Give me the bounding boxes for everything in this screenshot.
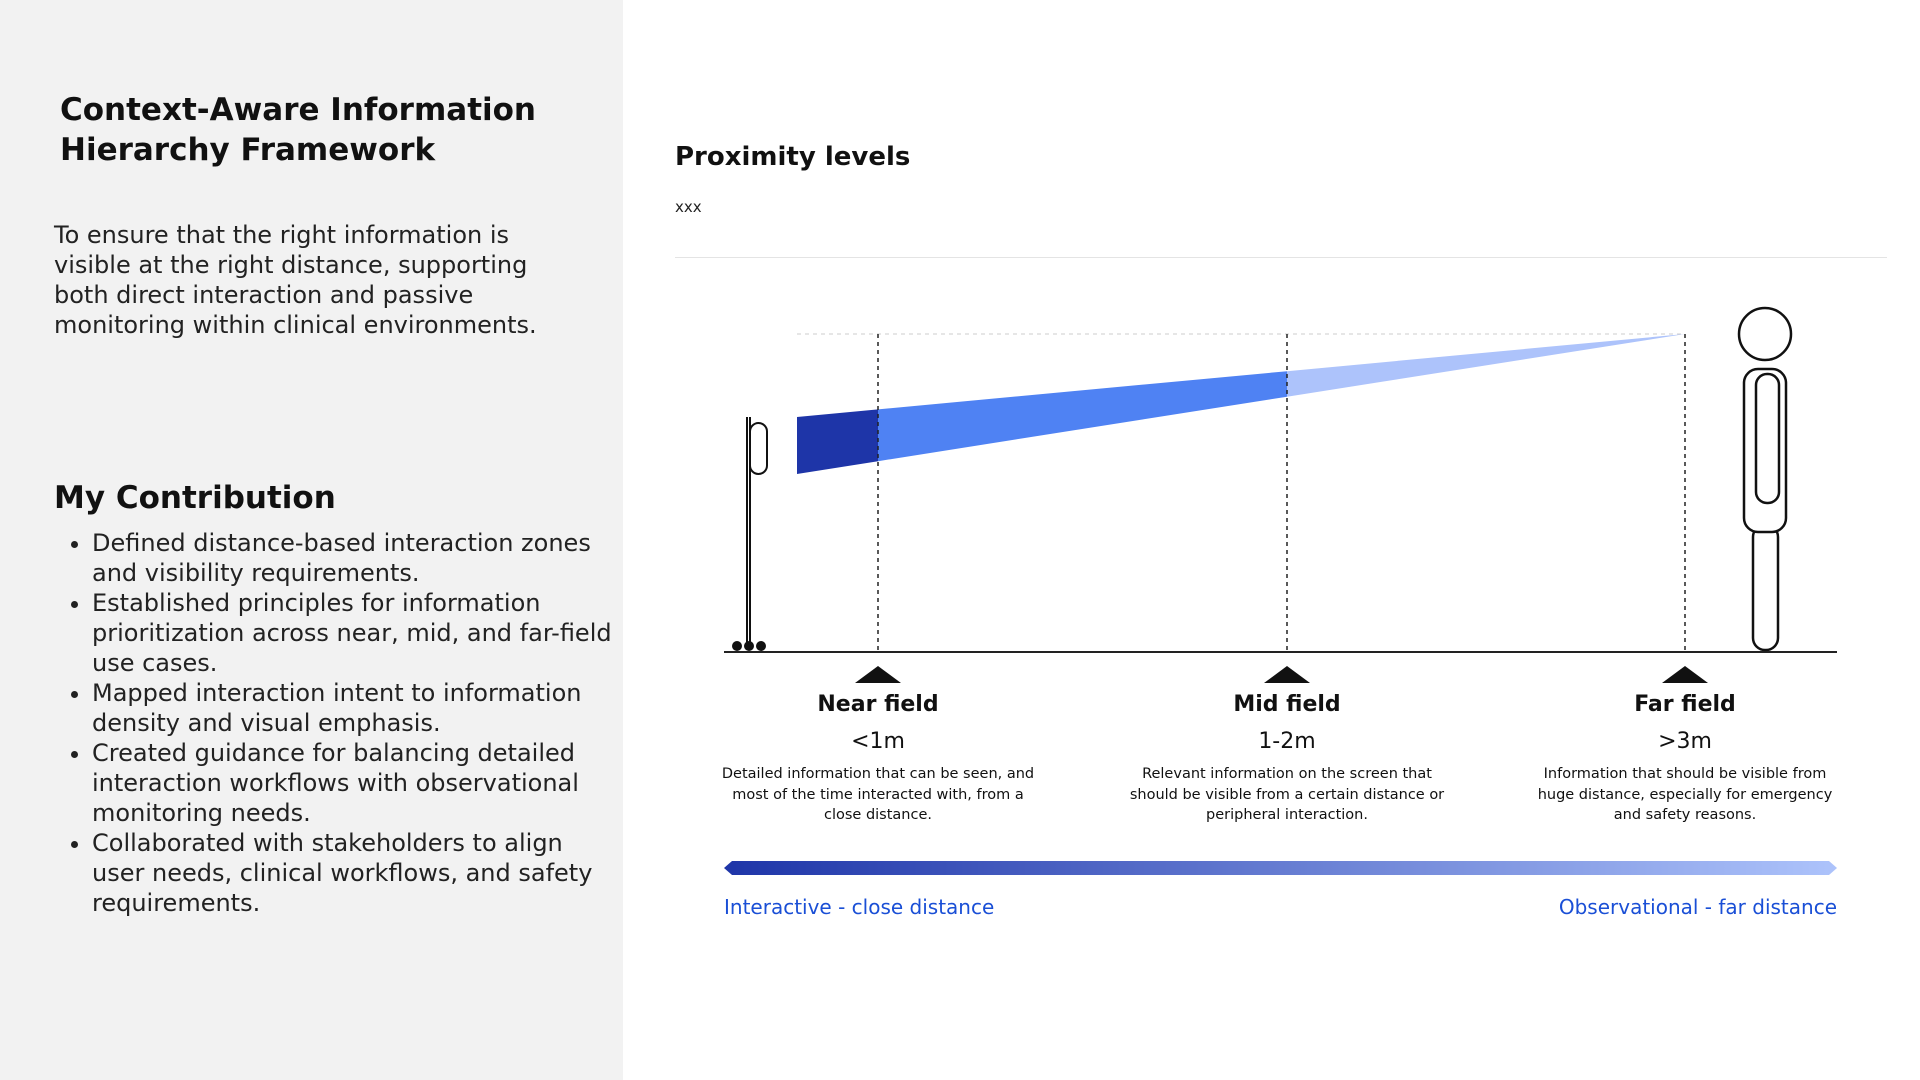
- zone-label: Mid field: [1233, 692, 1341, 717]
- zone-distance: <1m: [851, 729, 905, 754]
- zone: Far field >3m Information that should be v…: [1525, 692, 1845, 826]
- beam-mid: [878, 371, 1287, 462]
- zone-lines: [877, 334, 1686, 652]
- stand-wheels: [732, 641, 766, 651]
- sidebar: Context-Aware Information Hierarchy Fram…: [0, 0, 623, 1080]
- scale-left: Interactive - close distance: [724, 895, 995, 919]
- monitor-stand: [746, 417, 768, 642]
- zone-distance: >3m: [1658, 729, 1712, 754]
- contribution-item: Established principles for information p…: [92, 588, 612, 678]
- contribution-item: Collaborated with stakeholders to align …: [92, 828, 612, 918]
- zone-label: Far field: [1634, 692, 1736, 717]
- zone-description: Relevant information on the screen that …: [1129, 766, 1445, 823]
- scale-right: Observational - far distance: [1558, 895, 1837, 919]
- zone: Mid field 1-2m Relevant information on the…: [1127, 692, 1447, 826]
- title: Context-Aware Information Hierarchy Fram…: [60, 92, 537, 168]
- contribution-item: Created guidance for balancing detailed …: [92, 738, 612, 828]
- beam-near: [797, 409, 878, 474]
- divider: [675, 257, 1887, 258]
- diagram-subtitle: xxx: [675, 198, 702, 216]
- person: [1737, 306, 1793, 652]
- zone-description: Information that should be visible from …: [1537, 766, 1833, 823]
- zone: Near field <1m Detailed information that c…: [718, 692, 1038, 826]
- diagram-title: Proximity levels: [675, 142, 911, 172]
- zone-markers: [855, 666, 1708, 683]
- zone-description: Detailed information that can be seen, a…: [721, 766, 1035, 823]
- contribution-item: Mapped interaction intent to information…: [92, 678, 612, 738]
- beam-far: [1287, 334, 1685, 397]
- contribution-list: Defined distance-based interaction zones…: [54, 528, 612, 918]
- zone-distance: 1-2m: [1258, 729, 1316, 754]
- contribution-heading: My Contribution: [54, 480, 336, 516]
- intro: To ensure that the right information is …: [54, 221, 537, 339]
- contribution-item: Defined distance-based interaction zones…: [92, 528, 612, 588]
- zone-label: Near field: [817, 692, 939, 717]
- distance-scale: [724, 861, 1837, 875]
